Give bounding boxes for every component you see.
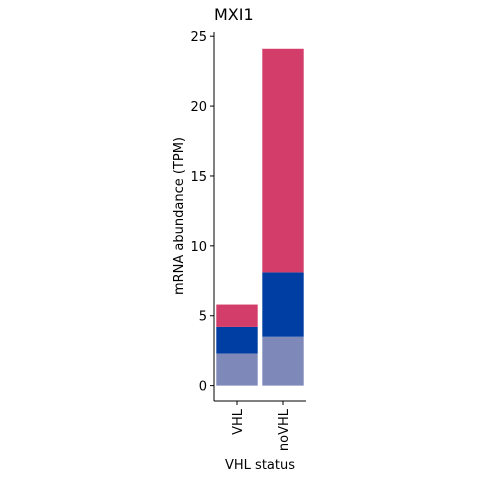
y-tick-label: 25: [190, 30, 207, 45]
bar-noVHL-segment-1: [262, 336, 304, 386]
y-tick-label: 20: [190, 100, 207, 115]
y-tick-label: 10: [190, 240, 207, 255]
y-tick-label: 15: [190, 170, 207, 185]
bar-VHL-segment-1: [216, 353, 258, 386]
x-tick-label-noVHL: noVHL: [277, 408, 292, 451]
x-axis-title: VHL status: [225, 458, 295, 473]
bar-VHL-segment-3: [216, 304, 258, 327]
bar-noVHL-segment-2: [262, 272, 304, 337]
chart-title: MXI1: [214, 5, 254, 24]
y-tick-label: 0: [199, 380, 207, 395]
y-axis-title: mRNA abundance (TPM): [172, 137, 187, 295]
x-ticks-group: VHL noVHL: [231, 401, 292, 451]
y-ticks-group: 0 5 10 15 20 25: [190, 30, 214, 395]
bar-VHL-segment-2: [216, 326, 258, 354]
bar-noVHL-segment-3: [262, 48, 304, 273]
y-tick-label: 5: [199, 310, 207, 325]
bars-group: [216, 48, 304, 386]
x-tick-label-VHL: VHL: [231, 408, 246, 435]
